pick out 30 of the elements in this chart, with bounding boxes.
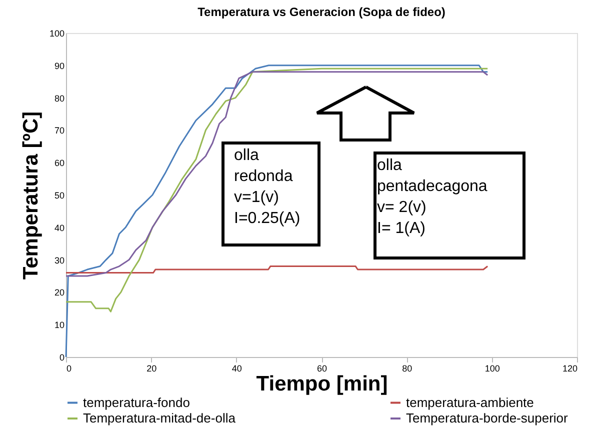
x-tick-label: 60 <box>316 364 328 374</box>
y-tick-label: 20 <box>54 288 64 298</box>
x-tick-label: 0 <box>66 364 72 374</box>
y-tick-label: 0 <box>59 352 64 362</box>
x-tick-label: 20 <box>146 364 157 374</box>
y-tick-label: 50 <box>54 190 64 200</box>
y-tick-label: 30 <box>54 255 64 266</box>
line-series <box>65 71 488 277</box>
line-series <box>65 64 488 358</box>
legend-label: Temperatura-mitad-de-olla <box>83 410 236 426</box>
annotation: olla redonda v=1(v) I=0.25(A) <box>234 147 300 227</box>
y-tick-label: 60 <box>54 158 64 168</box>
annotation: olla pentadecagona v= 2(v) I= 1(A) <box>377 157 488 237</box>
x-tick-label: 80 <box>402 364 412 374</box>
y-tick-label: 80 <box>54 93 64 104</box>
legend-label: Temperatura-borde-superior <box>406 410 569 426</box>
x-tick-label: 100 <box>484 364 500 374</box>
y-tick-label: 100 <box>49 28 64 38</box>
chart-title: Temperatura vs Generacion (Sopa de fideo) <box>198 5 446 19</box>
x-tick-label: 120 <box>562 364 578 374</box>
line-series <box>65 68 488 312</box>
y-axis-title: Temperatura [ºC] <box>19 111 42 280</box>
y-tick-label: 10 <box>54 320 64 330</box>
legend-label: temperatura-ambiente <box>406 394 534 410</box>
x-tick-label: 40 <box>232 364 242 374</box>
x-axis-title: Tiempo [min] <box>256 372 388 396</box>
y-tick-label: 40 <box>54 222 64 233</box>
legend-label: temperatura-fondo <box>83 394 190 410</box>
y-tick-label: 70 <box>54 126 64 136</box>
y-tick-label: 90 <box>54 60 64 71</box>
